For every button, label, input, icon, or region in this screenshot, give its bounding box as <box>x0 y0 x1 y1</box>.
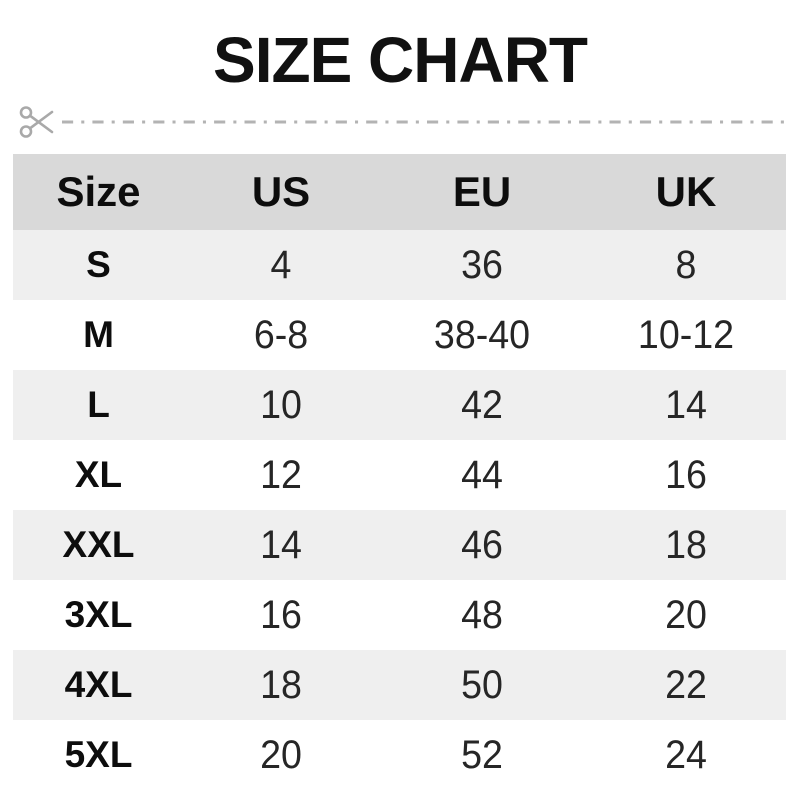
uk-value: 16 <box>665 452 707 497</box>
uk-value: 22 <box>665 662 707 707</box>
size-label: XXL <box>62 524 135 565</box>
size-chart-table: Size US EU UK S 4 36 8 M 6-8 38-40 10-12… <box>13 154 786 790</box>
eu-value: 42 <box>461 382 503 427</box>
uk-value: 18 <box>665 522 707 567</box>
eu-value: 38-40 <box>433 312 531 357</box>
uk-value: 10-12 <box>637 312 735 357</box>
us-value: 14 <box>260 522 302 567</box>
us-value: 18 <box>260 662 302 707</box>
table-row-4xl: 4XL 18 50 22 <box>13 650 786 720</box>
eu-value: 36 <box>461 242 503 287</box>
uk-value: 8 <box>675 242 697 287</box>
us-value: 6-8 <box>253 312 309 357</box>
eu-value: 52 <box>461 732 503 777</box>
header-cell-uk: UK <box>655 168 717 215</box>
scissors-icon <box>19 106 54 138</box>
size-label: 3XL <box>64 594 133 635</box>
table-row-3xl: 3XL 16 48 20 <box>13 580 786 650</box>
us-value: 16 <box>260 592 302 637</box>
uk-value: 24 <box>665 732 707 777</box>
size-label: M <box>83 314 114 355</box>
size-label: S <box>86 244 111 285</box>
eu-value: 44 <box>461 452 503 497</box>
eu-value: 48 <box>461 592 503 637</box>
uk-value: 20 <box>665 592 707 637</box>
table-row-5xl: 5XL 20 52 24 <box>13 720 786 790</box>
page-title: SIZE CHART <box>213 24 588 96</box>
us-value: 20 <box>260 732 302 777</box>
us-value: 10 <box>260 382 302 427</box>
table-header-row: Size US EU UK <box>13 154 786 230</box>
size-label: XL <box>74 454 123 495</box>
table-row-xxl: XXL 14 46 18 <box>13 510 786 580</box>
table-row-s: S 4 36 8 <box>13 230 786 300</box>
us-value: 12 <box>260 452 302 497</box>
cut-line <box>18 100 792 144</box>
size-label: 4XL <box>64 664 133 705</box>
size-label: 5XL <box>64 734 133 775</box>
eu-value: 46 <box>461 522 503 567</box>
header-cell-size: Size <box>56 168 141 215</box>
size-label: L <box>87 384 110 425</box>
header-cell-us: US <box>251 168 311 215</box>
dashed-cut-line <box>62 120 792 124</box>
table-row-l: L 10 42 14 <box>13 370 786 440</box>
uk-value: 14 <box>665 382 707 427</box>
table-row-m: M 6-8 38-40 10-12 <box>13 300 786 370</box>
us-value: 4 <box>270 242 292 287</box>
eu-value: 50 <box>461 662 503 707</box>
header-cell-eu: EU <box>452 168 512 215</box>
table-row-xl: XL 12 44 16 <box>13 440 786 510</box>
